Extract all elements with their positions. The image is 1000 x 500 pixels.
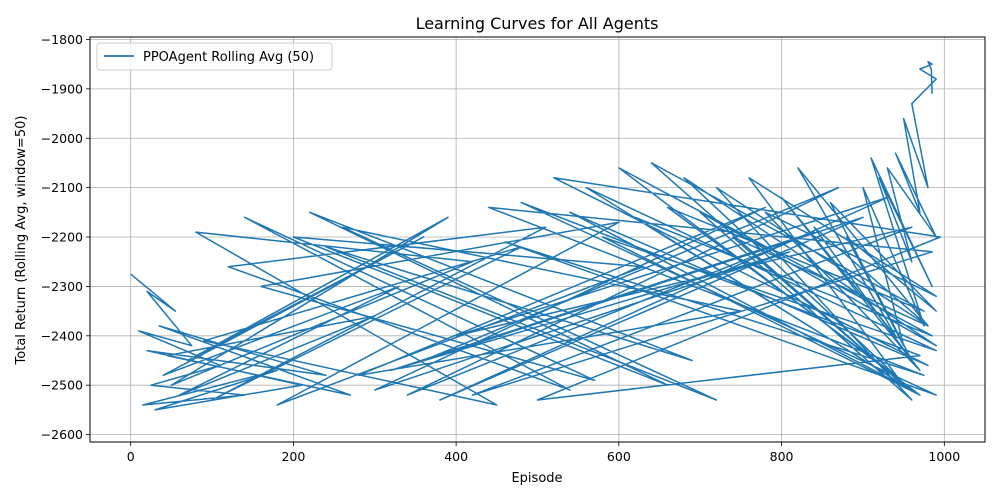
y-tick-label: −2100: [41, 180, 83, 195]
x-axis-label: Episode: [511, 471, 562, 486]
x-tick-label: 400: [444, 449, 468, 464]
y-axis-label: Total Return (Rolling Avg, window=50): [14, 116, 29, 366]
y-tick-label: −1900: [41, 81, 83, 96]
y-tick-label: −2200: [41, 230, 83, 245]
x-tick-label: 800: [770, 449, 794, 464]
x-tick-label: 200: [281, 449, 305, 464]
y-tick-label: −2600: [41, 427, 83, 442]
x-tick-label: 1000: [928, 449, 960, 464]
ticks-layer: 0 200 400 600 800 1000 −2600 −2500 −2400 −2300 −22…: [41, 32, 961, 464]
series-line-ppoagent: [130, 60, 942, 411]
y-tick-label: −1800: [41, 32, 83, 47]
y-tick-label: −2400: [41, 328, 83, 343]
y-tick-label: −2500: [41, 378, 83, 393]
legend-label-ppoagent: PPOAgent Rolling Avg (50): [143, 50, 314, 65]
plot-area: [130, 60, 942, 411]
plot-frame: [89, 36, 986, 443]
x-tick-label: 0: [127, 449, 135, 464]
y-tick-label: −2300: [41, 279, 83, 294]
chart-title: Learning Curves for All Agents: [416, 14, 659, 33]
legend: PPOAgent Rolling Avg (50): [96, 42, 333, 71]
x-tick-label: 600: [607, 449, 631, 464]
legend-box: [96, 42, 333, 71]
y-tick-label: −2000: [41, 131, 83, 146]
